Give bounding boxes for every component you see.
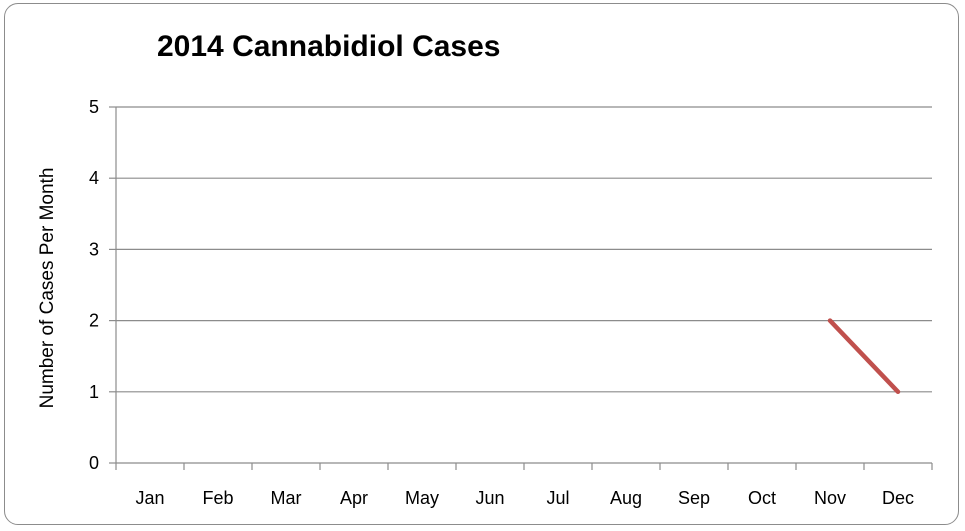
y-tick-labels: 0 1 2 3 4 5 (89, 97, 99, 473)
chart-frame (4, 3, 959, 525)
y-tick-label: 2 (89, 311, 99, 331)
x-tick-label: Aug (610, 488, 642, 508)
y-tick-label: 1 (89, 382, 99, 402)
x-tick-label: Jul (546, 488, 569, 508)
x-tick-label: Apr (340, 488, 368, 508)
y-tick-label: 3 (89, 239, 99, 259)
series-line-segment (827, 318, 901, 395)
x-tick-label: Sep (678, 488, 710, 508)
y-tick-label: 5 (89, 97, 99, 117)
y-tick-label: 4 (89, 168, 99, 188)
y-axis-title: Number of Cases Per Month (37, 168, 58, 409)
y-tick-label: 0 (89, 453, 99, 473)
x-tick-label: Jan (135, 488, 164, 508)
gridlines (116, 106, 932, 393)
series-lines (827, 318, 901, 395)
x-tick-label: Mar (271, 488, 302, 508)
x-tick-labels: Jan Feb Mar Apr May Jun Jul Aug Sep Oct Nov Dec (135, 488, 914, 508)
x-tick-label: May (405, 488, 439, 508)
x-tick-label: Dec (882, 488, 914, 508)
series (827, 318, 901, 395)
chart-title: 2014 Cannabidiol Cases (157, 30, 501, 63)
x-tick-label: Jun (475, 488, 504, 508)
x-tick-label: Nov (814, 488, 846, 508)
x-tick-label: Oct (748, 488, 776, 508)
x-tick-label: Feb (202, 488, 233, 508)
axes (109, 106, 933, 470)
